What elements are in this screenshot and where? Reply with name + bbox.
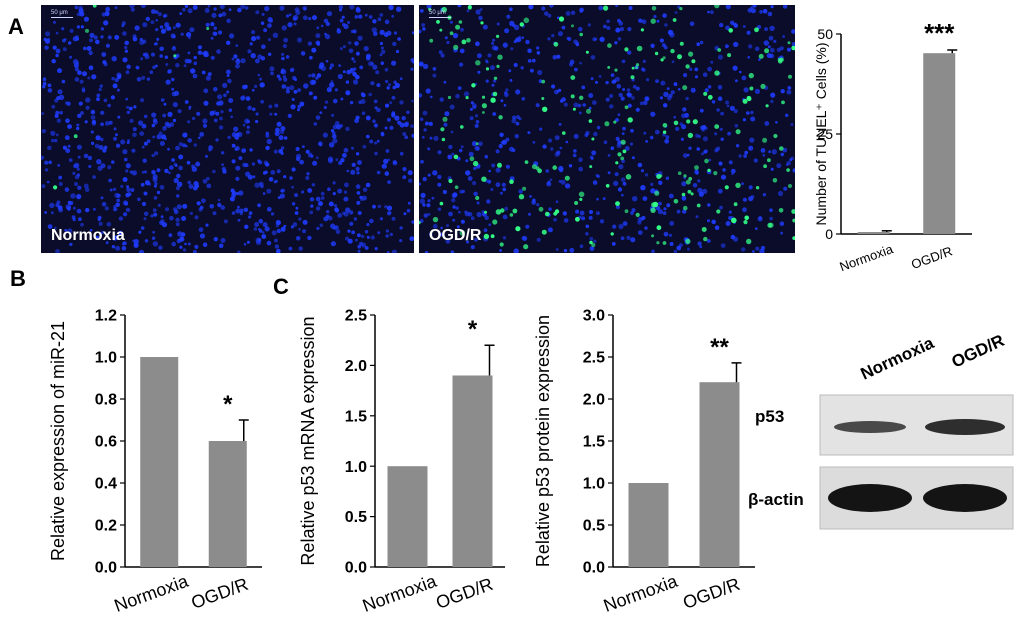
y-tick-label: 0.5 xyxy=(583,518,605,535)
bar-normoxia xyxy=(387,466,428,567)
bar-normoxia xyxy=(857,232,890,234)
bar-normoxia xyxy=(140,357,179,567)
y-tick-label: 1.5 xyxy=(345,408,367,425)
y-tick-label: 0 xyxy=(825,226,833,242)
significance-marker: * xyxy=(468,316,478,343)
micrograph-label-ogdr: OGD/R xyxy=(429,227,482,244)
micrograph-ogdr-image xyxy=(419,5,795,253)
micrograph-ogdr: 50 μm OGD/R xyxy=(419,5,795,253)
y-tick-label: 25 xyxy=(817,126,833,142)
scale-bar-label: 50 μm xyxy=(51,10,68,16)
blot-strip-p53 xyxy=(819,394,1014,456)
y-tick-label: 2.0 xyxy=(345,358,367,375)
y-axis-label: Relative p53 mRNA expression xyxy=(298,316,318,565)
y-tick-label: 1.0 xyxy=(345,459,367,476)
y-axis-label: Relative expression of miR-21 xyxy=(48,321,68,561)
y-tick-label: 1.0 xyxy=(583,476,605,493)
bar-ogd-r xyxy=(452,375,493,567)
y-tick-label: 0.4 xyxy=(95,476,117,493)
y-tick-label: 3.0 xyxy=(583,308,605,325)
panel-label-c: C xyxy=(273,274,289,299)
y-tick-label: 2.5 xyxy=(345,308,367,325)
x-tick-label: OGD/R xyxy=(433,574,495,613)
bar-ogd-r xyxy=(208,441,247,567)
y-tick-label: 0.0 xyxy=(95,560,117,577)
micrograph-normoxia-image xyxy=(41,5,414,253)
x-tick-label: OGD/R xyxy=(680,574,742,613)
scale-bar xyxy=(51,17,73,18)
x-tick-label: OGD/R xyxy=(189,574,251,613)
chart-p53-protein-expression: 0.0 0.5 1.0 1.5 2.0 2.5 3.0 Normoxia ** OGD/R Rela… xyxy=(533,308,755,616)
blot-row-label-beta-actin: β-actin xyxy=(748,490,804,509)
blot-row-label-p53: p53 xyxy=(755,407,784,426)
bar-normoxia xyxy=(628,483,669,567)
bar-ogd-r xyxy=(699,382,740,567)
x-tick-label: Normoxia xyxy=(601,570,681,615)
y-tick-label: 0.0 xyxy=(583,560,605,577)
x-tick-label: OGD/R xyxy=(909,243,954,272)
x-tick-label: Normoxia xyxy=(838,241,896,274)
y-axis-label: Relative p53 protein expression xyxy=(533,315,553,567)
y-tick-label: 50 xyxy=(817,26,833,42)
blot-lane-label-normoxia: Normoxia xyxy=(858,333,938,384)
y-tick-label: 2.5 xyxy=(583,350,605,367)
y-tick-label: 0.0 xyxy=(345,560,367,577)
micrograph-normoxia: 50 μm Normoxia xyxy=(41,5,414,253)
x-tick-label: Normoxia xyxy=(112,570,192,615)
panel-label-b: B xyxy=(10,266,26,291)
y-tick-label: 0.2 xyxy=(95,518,117,535)
y-tick-label: 2.0 xyxy=(583,392,605,409)
scale-bar-label: 50 μm xyxy=(429,10,446,16)
y-tick-label: 1.5 xyxy=(583,434,605,451)
significance-marker: * xyxy=(223,391,233,418)
micrograph-label-normoxia: Normoxia xyxy=(51,227,125,244)
y-tick-label: 1.2 xyxy=(95,308,117,325)
blot-lane-label-ogdr: OGD/R xyxy=(949,331,1008,372)
significance-marker: ** xyxy=(710,334,729,361)
chart-p53-mrna-expression: 0.0 0.5 1.0 1.5 2.0 2.5 Normoxia * OGD/R Relative… xyxy=(298,308,505,616)
scale-bar xyxy=(429,17,451,18)
y-tick-label: 0.6 xyxy=(95,434,117,451)
chart-tunel-cells: 0 25 50 Normoxia *** OGD/R Number of TUNEL⁺ Ce… xyxy=(813,18,972,274)
y-axis-label: Number of TUNEL⁺ Cells (%) xyxy=(813,43,829,226)
bar-ogd-r xyxy=(923,53,956,235)
y-tick-label: 0.5 xyxy=(345,509,367,526)
y-tick-label: 0.8 xyxy=(95,392,117,409)
x-tick-label: Normoxia xyxy=(360,570,440,615)
significance-marker: *** xyxy=(924,18,955,48)
panel-label-a: A xyxy=(8,14,24,39)
y-tick-label: 1.0 xyxy=(95,350,117,367)
blot-strip-beta-actin xyxy=(819,466,1014,530)
chart-mir21-expression: 0.0 0.2 0.4 0.6 0.8 1.0 1.2 Normoxia * OGD/R Relat… xyxy=(48,308,262,616)
western-blot: Normoxia OGD/R p53 β-actin xyxy=(740,300,1020,530)
